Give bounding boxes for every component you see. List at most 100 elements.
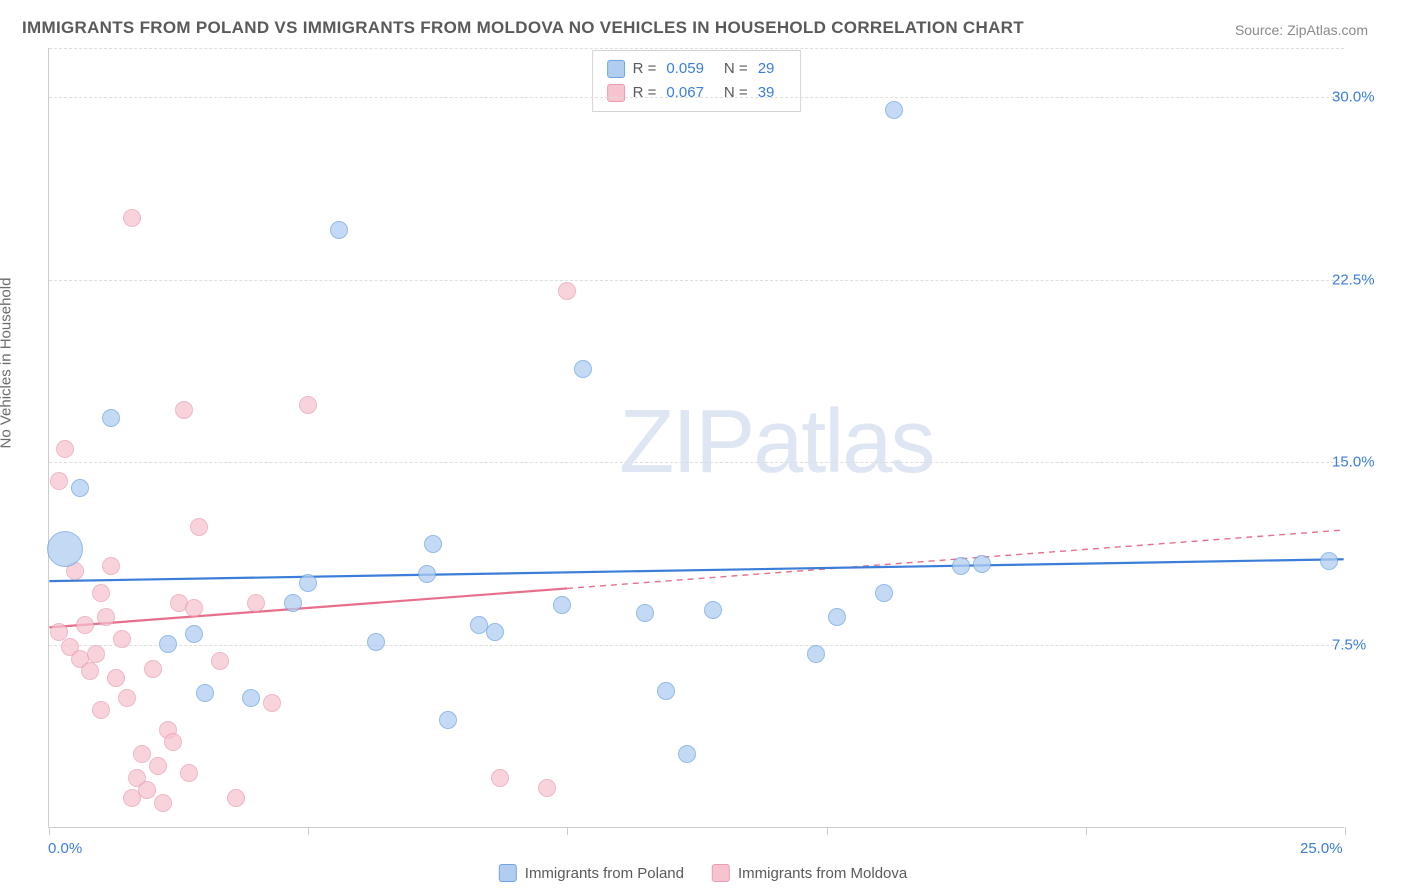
poland-point: [952, 557, 970, 575]
legend-row-poland: R = 0.059 N = 29: [607, 57, 787, 81]
regression-lines: [49, 48, 1344, 827]
y-axis-label: No Vehicles in Household: [0, 278, 15, 449]
correlation-legend: R = 0.059 N = 29 R = 0.067 N = 39: [592, 50, 802, 112]
poland-point: [828, 608, 846, 626]
poland-point: [102, 409, 120, 427]
moldova-point: [180, 764, 198, 782]
poland-point: [242, 689, 260, 707]
poland-point: [1320, 552, 1338, 570]
poland-point: [553, 596, 571, 614]
regression-line: [49, 588, 567, 627]
legend-item-moldova: Immigrants from Moldova: [712, 864, 907, 882]
n-value: 29: [758, 57, 775, 81]
poland-point: [299, 574, 317, 592]
moldova-point: [50, 472, 68, 490]
series-legend: Immigrants from Poland Immigrants from Mo…: [499, 864, 907, 882]
poland-point: [439, 711, 457, 729]
poland-point: [574, 360, 592, 378]
legend-label: Immigrants from Poland: [525, 865, 684, 882]
x-axis-min-label: 0.0%: [48, 840, 82, 857]
poland-point: [973, 555, 991, 573]
legend-row-moldova: R = 0.067 N = 39: [607, 81, 787, 105]
moldova-point: [185, 599, 203, 617]
poland-point: [284, 594, 302, 612]
y-tick-label: 7.5%: [1332, 637, 1392, 654]
moldova-point: [56, 440, 74, 458]
moldova-point: [558, 282, 576, 300]
chart-title: IMMIGRANTS FROM POLAND VS IMMIGRANTS FRO…: [22, 18, 1024, 38]
moldova-point: [164, 733, 182, 751]
moldova-point: [113, 630, 131, 648]
moldova-point: [247, 594, 265, 612]
gridline-h: [49, 48, 1344, 49]
moldova-point: [190, 518, 208, 536]
n-value: 39: [758, 81, 775, 105]
moldova-point: [107, 669, 125, 687]
poland-point: [330, 221, 348, 239]
r-value: 0.059: [666, 57, 704, 81]
x-tick: [1086, 827, 1087, 835]
moldova-point: [102, 557, 120, 575]
moldova-swatch-icon: [607, 84, 625, 102]
r-label: R =: [633, 81, 657, 105]
x-tick: [1345, 827, 1346, 835]
moldova-point: [92, 584, 110, 602]
moldova-point: [263, 694, 281, 712]
moldova-point: [144, 660, 162, 678]
r-value: 0.067: [666, 81, 704, 105]
poland-point: [704, 601, 722, 619]
poland-point: [418, 565, 436, 583]
n-label: N =: [724, 81, 748, 105]
poland-point: [636, 604, 654, 622]
moldova-point: [299, 396, 317, 414]
poland-point: [159, 635, 177, 653]
moldova-point: [211, 652, 229, 670]
poland-point: [885, 101, 903, 119]
r-label: R =: [633, 57, 657, 81]
poland-point: [807, 645, 825, 663]
moldova-point: [227, 789, 245, 807]
x-axis-max-label: 25.0%: [1300, 840, 1343, 857]
moldova-point: [149, 757, 167, 775]
x-tick: [567, 827, 568, 835]
moldova-point: [154, 794, 172, 812]
poland-point: [367, 633, 385, 651]
moldova-point: [92, 701, 110, 719]
moldova-point: [138, 781, 156, 799]
moldova-point: [123, 209, 141, 227]
poland-swatch-icon: [499, 864, 517, 882]
moldova-point: [133, 745, 151, 763]
y-tick-label: 15.0%: [1332, 454, 1392, 471]
poland-point: [486, 623, 504, 641]
gridline-h: [49, 97, 1344, 98]
moldova-point: [81, 662, 99, 680]
moldova-point: [87, 645, 105, 663]
legend-label: Immigrants from Moldova: [738, 865, 907, 882]
gridline-h: [49, 645, 1344, 646]
x-tick: [308, 827, 309, 835]
poland-point: [875, 584, 893, 602]
moldova-point: [175, 401, 193, 419]
chart-plot-area: ZIPatlas R =0.059N =29R =0.067N =39 7.5%…: [48, 48, 1344, 828]
moldova-point: [538, 779, 556, 797]
poland-point: [424, 535, 442, 553]
y-tick-label: 30.0%: [1332, 88, 1392, 105]
gridline-h: [49, 462, 1344, 463]
moldova-point: [97, 608, 115, 626]
watermark: ZIPatlas: [619, 391, 933, 494]
moldova-point: [491, 769, 509, 787]
legend-item-poland: Immigrants from Poland: [499, 864, 684, 882]
moldova-swatch-icon: [712, 864, 730, 882]
poland-point: [678, 745, 696, 763]
source-attribution: Source: ZipAtlas.com: [1235, 22, 1368, 38]
moldova-point: [76, 616, 94, 634]
n-label: N =: [724, 57, 748, 81]
poland-point: [71, 479, 89, 497]
regression-line: [49, 559, 1343, 581]
poland-point: [47, 531, 83, 567]
moldova-point: [118, 689, 136, 707]
x-tick: [827, 827, 828, 835]
poland-swatch-icon: [607, 60, 625, 78]
poland-point: [196, 684, 214, 702]
y-tick-label: 22.5%: [1332, 271, 1392, 288]
